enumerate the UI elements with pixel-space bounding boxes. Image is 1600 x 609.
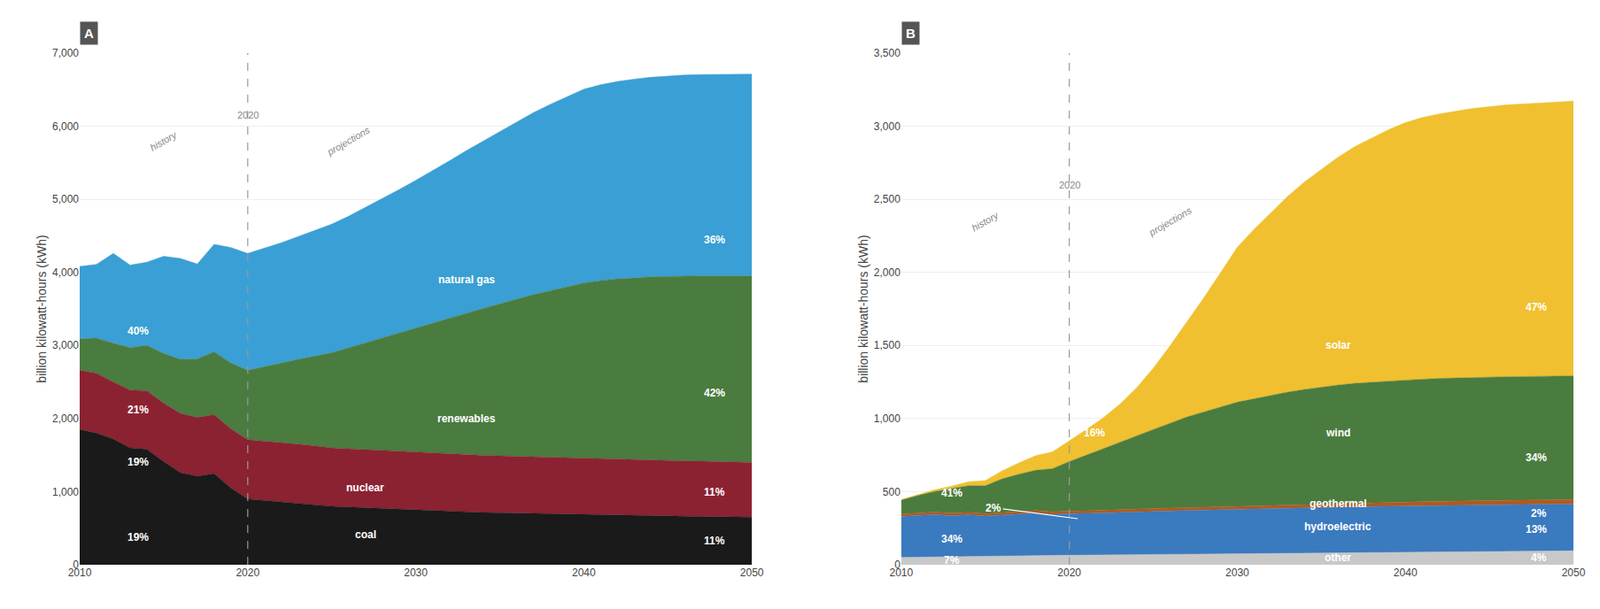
svg-text:0: 0 bbox=[894, 558, 901, 572]
svg-text:wind: wind bbox=[1325, 426, 1351, 440]
svg-text:other: other bbox=[1324, 551, 1352, 565]
svg-text:500: 500 bbox=[882, 486, 901, 499]
svg-text:4%: 4% bbox=[1530, 551, 1547, 565]
svg-text:hydroelectric: hydroelectric bbox=[1304, 520, 1372, 534]
svg-text:2020: 2020 bbox=[1057, 566, 1082, 580]
svg-text:billion kilowatt-hours (kWh): billion kilowatt-hours (kWh) bbox=[34, 234, 49, 383]
svg-text:2040: 2040 bbox=[1393, 566, 1418, 580]
svg-text:19%: 19% bbox=[127, 531, 149, 544]
svg-text:5,000: 5,000 bbox=[52, 193, 79, 206]
svg-text:2020: 2020 bbox=[237, 109, 259, 121]
svg-text:billion kilowatt-hours (kWh): billion kilowatt-hours (kWh) bbox=[856, 234, 871, 383]
svg-text:3,500: 3,500 bbox=[873, 46, 901, 60]
svg-text:2010: 2010 bbox=[68, 566, 93, 580]
svg-text:projections: projections bbox=[1146, 204, 1194, 239]
svg-text:2030: 2030 bbox=[1225, 566, 1250, 580]
svg-text:geothermal: geothermal bbox=[1309, 497, 1368, 511]
svg-text:0: 0 bbox=[72, 558, 79, 572]
svg-text:1,000: 1,000 bbox=[52, 486, 79, 499]
svg-text:3,000: 3,000 bbox=[873, 120, 901, 133]
svg-text:A: A bbox=[84, 25, 94, 41]
svg-text:coal: coal bbox=[355, 528, 377, 542]
svg-text:2,500: 2,500 bbox=[873, 193, 901, 206]
svg-text:2020: 2020 bbox=[1058, 179, 1081, 191]
svg-text:2010: 2010 bbox=[888, 566, 913, 580]
svg-text:history: history bbox=[147, 128, 179, 153]
svg-text:renewables: renewables bbox=[437, 412, 496, 426]
svg-text:3,000: 3,000 bbox=[52, 339, 79, 352]
svg-text:7%: 7% bbox=[943, 554, 960, 567]
svg-text:42%: 42% bbox=[703, 386, 726, 400]
svg-text:47%: 47% bbox=[1525, 301, 1547, 314]
svg-text:2,000: 2,000 bbox=[873, 266, 901, 279]
svg-text:19%: 19% bbox=[127, 456, 149, 469]
svg-text:36%: 36% bbox=[703, 233, 726, 247]
svg-text:41%: 41% bbox=[941, 486, 963, 500]
svg-text:1,500: 1,500 bbox=[873, 339, 901, 352]
svg-text:2040: 2040 bbox=[571, 566, 596, 580]
svg-text:history: history bbox=[969, 208, 1001, 233]
svg-text:4,000: 4,000 bbox=[52, 266, 79, 279]
svg-text:2050: 2050 bbox=[1561, 566, 1586, 580]
svg-text:6,000: 6,000 bbox=[52, 120, 79, 133]
svg-text:2050: 2050 bbox=[740, 566, 765, 580]
svg-text:21%: 21% bbox=[127, 403, 149, 417]
svg-text:7,000: 7,000 bbox=[52, 46, 79, 60]
svg-text:solar: solar bbox=[1325, 339, 1352, 352]
svg-text:2020: 2020 bbox=[235, 566, 260, 580]
svg-text:B: B bbox=[905, 25, 916, 41]
svg-text:2%: 2% bbox=[985, 502, 1002, 515]
svg-text:nuclear: nuclear bbox=[346, 481, 385, 495]
svg-text:13%: 13% bbox=[1525, 523, 1547, 536]
svg-text:1,000: 1,000 bbox=[873, 412, 901, 426]
svg-text:2,000: 2,000 bbox=[52, 412, 79, 426]
svg-text:34%: 34% bbox=[1525, 451, 1547, 464]
svg-text:40%: 40% bbox=[127, 324, 149, 338]
svg-text:11%: 11% bbox=[703, 486, 726, 499]
svg-text:16%: 16% bbox=[1083, 426, 1106, 440]
svg-text:natural gas: natural gas bbox=[438, 273, 495, 286]
svg-text:projections: projections bbox=[324, 123, 372, 158]
svg-text:34%: 34% bbox=[941, 533, 963, 546]
svg-text:2030: 2030 bbox=[403, 566, 428, 580]
svg-text:11%: 11% bbox=[703, 534, 726, 548]
svg-text:2%: 2% bbox=[1530, 507, 1547, 520]
